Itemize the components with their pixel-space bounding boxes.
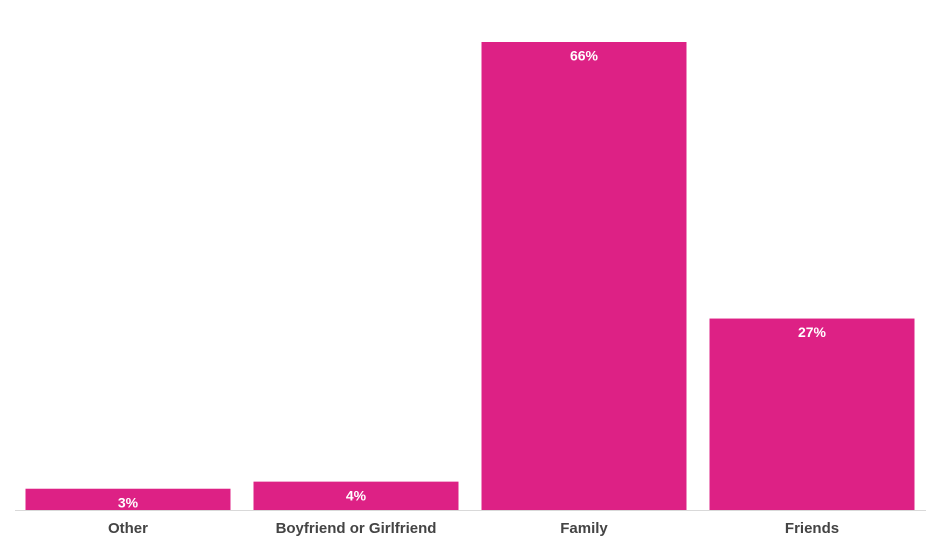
value-label: 4% bbox=[346, 487, 367, 503]
value-label: 66% bbox=[570, 48, 599, 64]
bar bbox=[709, 318, 915, 510]
x-tick-label: Boyfriend or Girlfriend bbox=[276, 520, 437, 537]
bar bbox=[25, 488, 231, 510]
x-tick-label: Friends bbox=[785, 520, 839, 537]
bar bbox=[253, 481, 459, 510]
bar bbox=[481, 42, 687, 510]
x-tick-label: Other bbox=[108, 520, 148, 537]
x-tick-label: Family bbox=[560, 520, 608, 537]
value-label: 27% bbox=[798, 324, 827, 340]
value-label: 3% bbox=[118, 494, 139, 510]
